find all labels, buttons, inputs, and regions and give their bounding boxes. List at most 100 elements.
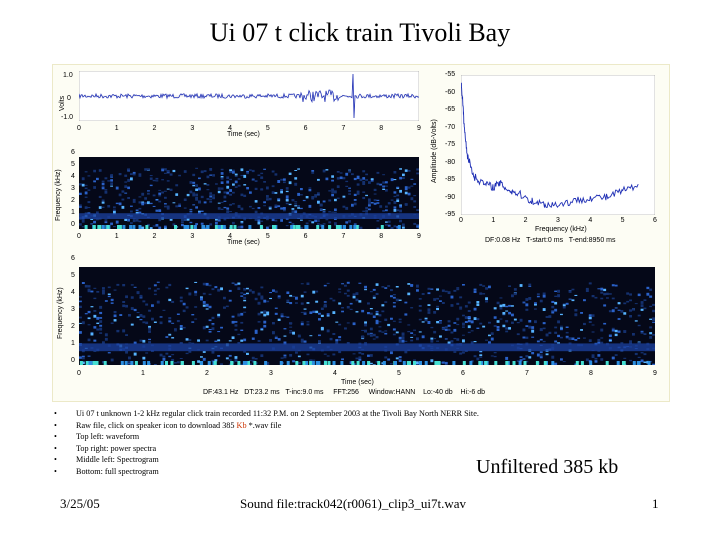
spectrogram-cell [334,222,337,225]
spectrogram-cell [390,178,394,182]
spectrogram-band [79,343,655,352]
spectrogram-cell [130,296,134,299]
spectrogram-cell [381,362,385,365]
spectrogram-cell [166,170,170,173]
spectrogram-cell [539,354,543,356]
list-item: Bottom: full spectrogram [54,466,574,478]
y-tick-label: 1 [71,340,75,347]
spectrogram-cell [342,177,346,180]
spectrogram-cell [305,222,309,225]
spectrogram-cell [155,180,159,182]
spectrogram-cell [286,316,290,318]
spectrogram-cell [315,310,319,314]
spectrogram-cell [136,312,140,313]
spectrogram-cell [220,177,224,180]
spectrogram-cell [300,323,304,326]
spectrogram-cell [418,309,422,312]
spectrogram-cell [266,226,269,229]
download-size-link[interactable]: Kb [236,420,247,430]
spectrogram-cell [107,293,111,296]
spectrogram-cell [203,201,207,204]
spectrogram-cell [346,289,350,292]
spectrogram-cell [283,335,287,337]
spectrogram-cell [447,341,451,345]
spectrogram-cell [274,206,278,208]
spectrogram-cell [99,311,103,315]
footer-page-number: 1 [652,496,659,511]
spectrogram-cell [81,356,85,360]
spectrogram-cell [130,222,133,224]
spectrogram-cell [600,328,604,332]
spectrogram-cell [416,225,419,228]
spectrogram-cell [142,361,146,365]
spectrogram-cell [171,354,175,356]
spectrogram-cell [194,290,198,294]
spectrogram-cell [413,329,416,331]
waveform-y-tick: 0 [67,95,71,102]
x-tick-label: 3 [190,125,195,132]
spectrogram-cell [404,350,408,354]
spectrogram-cell [362,182,366,185]
spectrogram-cell [611,309,615,313]
spectrogram-cell [499,307,503,310]
spectrogram-cell [240,193,244,197]
spectrogram-cell [144,197,147,200]
stat-t-start: T-start:0 ms [526,237,564,244]
spectrogram-cell [211,327,215,331]
spectrogram-cell [421,335,425,339]
spectrogram-cell [161,191,164,194]
spectrogram-cell [416,224,419,226]
spectrogram-cell [328,190,332,192]
spectrogram-cell [124,361,128,365]
spectrogram-cell [496,328,500,331]
spectrogram-cell [441,289,445,292]
spectrogram-cell [158,189,162,191]
spectrogram-cell [349,225,353,229]
spectrogram-cell [237,361,241,365]
spectrogram-cell [240,321,244,324]
spectrogram-cell [306,282,310,285]
spectrogram-cell [349,308,353,310]
spectrogram-cell [149,175,153,177]
spectrogram-cell [102,361,105,364]
spectrogram-cell [213,361,217,365]
spectrogram-cell [305,361,309,365]
spectrogram-cell [364,323,367,327]
spectrogram-cell [211,324,215,326]
spectrogram-cell [266,363,270,365]
spectrogram-cell [387,202,391,205]
spectrogram-cell [243,311,247,313]
spectrogram-cell [116,329,120,332]
spectrogram-cell [101,206,105,208]
spectrogram-cell [364,342,367,344]
spectrogram-cell [271,191,275,194]
spectrogram-cell [346,322,350,324]
spectrogram-cell [381,310,385,313]
spectrogram-cell [164,168,167,171]
spectrogram-cell [328,199,332,202]
spectrogram-cell [574,339,578,341]
spectrogram-cell [182,309,186,313]
spectrogram-cell [104,300,108,302]
spectrogram-cell [344,292,347,295]
spectrogram-cell [413,183,417,185]
spectrogram-cell [511,305,514,307]
spectrogram-cell [622,361,626,365]
spectrogram-cell [189,208,193,210]
spectrogram-cell [191,314,195,316]
spectrogram-cell [102,291,105,295]
spectrogram-cell [427,304,431,306]
spectrogram-cell [266,195,269,198]
spectrogram-cell [410,197,414,201]
spectrogram-cell [332,361,336,365]
spectrogram-cell [95,361,99,365]
spectrogram-cell [192,204,196,206]
download-text: Raw file, click on speaker icon to downl… [76,420,237,430]
spectrogram-cell [632,361,636,365]
spectrogram-cell [375,310,379,313]
spectrogram-cell [263,205,266,207]
spectrogram-cell [367,361,371,365]
spectrogram-cell [399,176,402,180]
spectrogram-cell [634,320,638,322]
spectrogram-cell [192,173,196,177]
